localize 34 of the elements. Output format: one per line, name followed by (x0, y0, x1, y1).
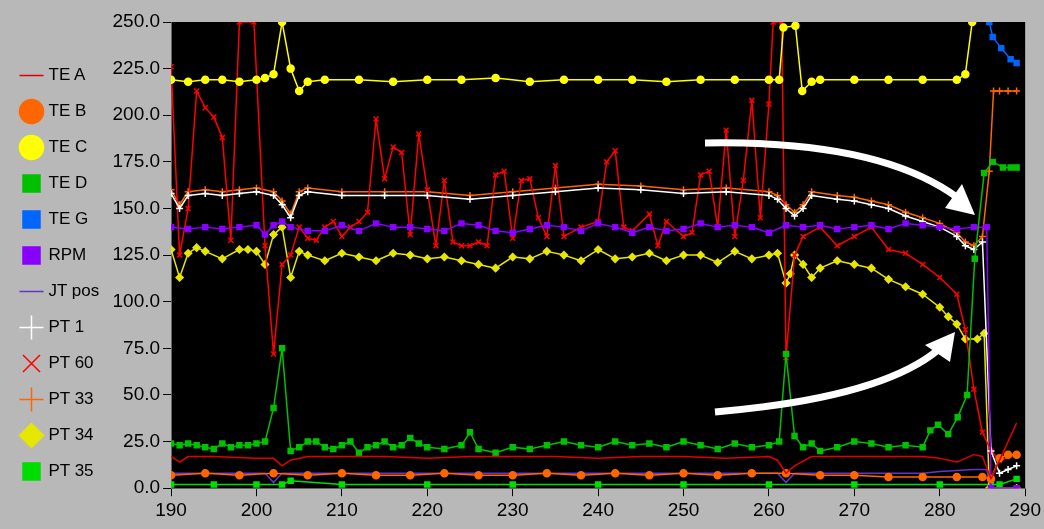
x-tick-label: 190 (155, 498, 187, 520)
x-tick-label: 290 (1009, 498, 1041, 520)
y-tick-label: 225.0 (112, 56, 161, 78)
y-tick-label: 75.0 (123, 336, 161, 358)
x-tick-label: 260 (753, 498, 785, 520)
legend-label: RPM (48, 245, 87, 265)
y-tick-label: 50.0 (123, 383, 161, 405)
y-tick-label: 25.0 (123, 429, 161, 451)
legend-label: TE A (48, 65, 87, 85)
y-tick-label: 175.0 (112, 150, 161, 172)
legend-label: TE C (48, 137, 88, 157)
x-tick-label: 220 (411, 498, 444, 520)
legend-label: PT 33 (48, 389, 94, 409)
legend-label: TE B (48, 101, 87, 121)
x-tick-label: 200 (240, 498, 273, 520)
legend-label: PT 1 (48, 317, 85, 337)
x-tick-label: 230 (496, 498, 529, 520)
y-tick-label: 0.0 (133, 476, 161, 498)
legend-label: TE D (48, 173, 88, 193)
y-tick-label: 250.0 (112, 10, 161, 32)
x-tick-label: 270 (838, 498, 871, 520)
legend-label: TE G (48, 209, 89, 229)
x-tick-label: 250 (667, 498, 700, 520)
legend-label: PT 60 (48, 353, 94, 373)
y-tick-label: 200.0 (112, 103, 161, 125)
y-tick-label: 150.0 (112, 196, 161, 218)
y-tick-label: 100.0 (112, 289, 161, 311)
y-tick-label: 125.0 (112, 243, 161, 265)
x-tick-label: 240 (582, 498, 614, 520)
legend-label: JT pos (48, 281, 100, 301)
x-tick-label: 280 (923, 498, 956, 520)
x-tick-label: 210 (326, 498, 358, 520)
legend-label: PT 34 (48, 425, 94, 445)
legend-label: PT 35 (48, 461, 94, 481)
